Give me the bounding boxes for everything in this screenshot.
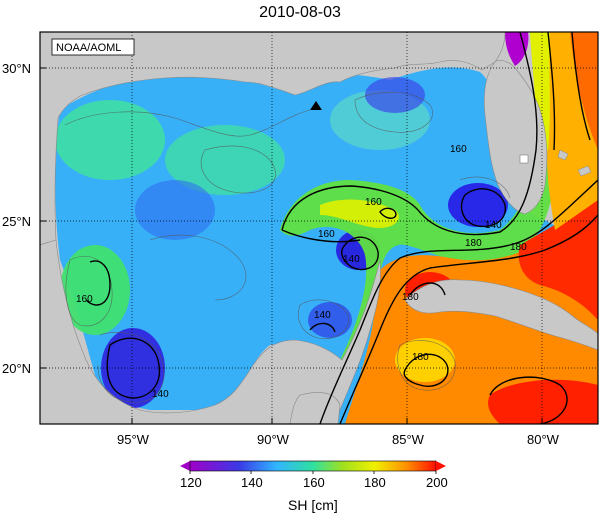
credit-label: NOAA/AOML: [56, 42, 121, 54]
contour-label: 160: [450, 144, 467, 155]
contour-label: 140: [343, 254, 360, 265]
colorbar-gradient: [189, 460, 437, 472]
axis-ticks: [40, 67, 543, 424]
colorbar-tick: 120: [180, 475, 202, 490]
atlantic-field: [570, 32, 598, 150]
contour-label: 160: [318, 229, 335, 240]
caribbean-hot-region: [488, 379, 598, 424]
colorbar: 120 140 160 180 200 SH [cm]: [180, 460, 448, 513]
field-blue-minimum: [448, 183, 508, 227]
lat-tick-label: 30°N: [2, 61, 31, 76]
colorbar-tick: 200: [426, 475, 448, 490]
field-teal-zone: [165, 125, 285, 195]
land-island: [577, 165, 592, 177]
field-blue-minimum: [308, 302, 352, 338]
contour-labels: 160 140 180 160 140 140 160 180 180 140 …: [76, 144, 527, 400]
contour-label: 180: [412, 352, 429, 363]
colorbar-max-arrow: [436, 461, 446, 471]
lon-tick-label: 85°W: [392, 432, 425, 447]
land-island: [519, 154, 529, 164]
map-frame: [39, 31, 599, 425]
caribbean-yellow-spot: [395, 338, 455, 382]
field-blue-minimum: [135, 180, 215, 240]
contour-label: 180: [402, 292, 419, 303]
land-central-america: [289, 392, 341, 424]
map-content: 160 140 180 160 140 140 160 180 180 140 …: [40, 32, 598, 424]
contour-label: 160: [76, 294, 93, 305]
atlantic-field: [530, 32, 550, 150]
lon-tick-label: 90°W: [257, 432, 290, 447]
colorbar-tick: 160: [303, 475, 325, 490]
lat-tick-label: 20°N: [2, 361, 31, 376]
map-grid: [40, 32, 598, 424]
land-island: [557, 149, 569, 161]
thick-contours: [85, 32, 598, 424]
caribbean-hot-region: [518, 200, 598, 320]
contour-label: 180: [510, 242, 527, 253]
colorbar-tick: 140: [241, 475, 263, 490]
colorbar-label: SH [cm]: [288, 497, 338, 513]
colorbar-min-arrow: [180, 461, 190, 471]
lon-tick-label: 80°W: [527, 432, 560, 447]
field-teal-zone: [55, 100, 165, 180]
triangle-marker: [310, 101, 322, 110]
land-cuba: [404, 279, 598, 351]
field-blue-minimum: [365, 77, 425, 113]
credit-box: [51, 38, 135, 56]
field-green-zone: [60, 245, 130, 335]
contour-label: 180: [465, 238, 482, 249]
contour-label: 140: [152, 389, 169, 400]
thin-contours: [64, 91, 511, 403]
lon-tick-label: 95°W: [117, 432, 150, 447]
lat-tick-label: 25°N: [2, 214, 31, 229]
colorbar-tick: 180: [364, 475, 386, 490]
contour-label: 140: [314, 310, 331, 321]
contour-label: 140: [485, 220, 502, 231]
contour-label: 160: [365, 197, 382, 208]
land-mexico: [40, 239, 381, 424]
map-title: 2010-08-03: [259, 4, 341, 21]
